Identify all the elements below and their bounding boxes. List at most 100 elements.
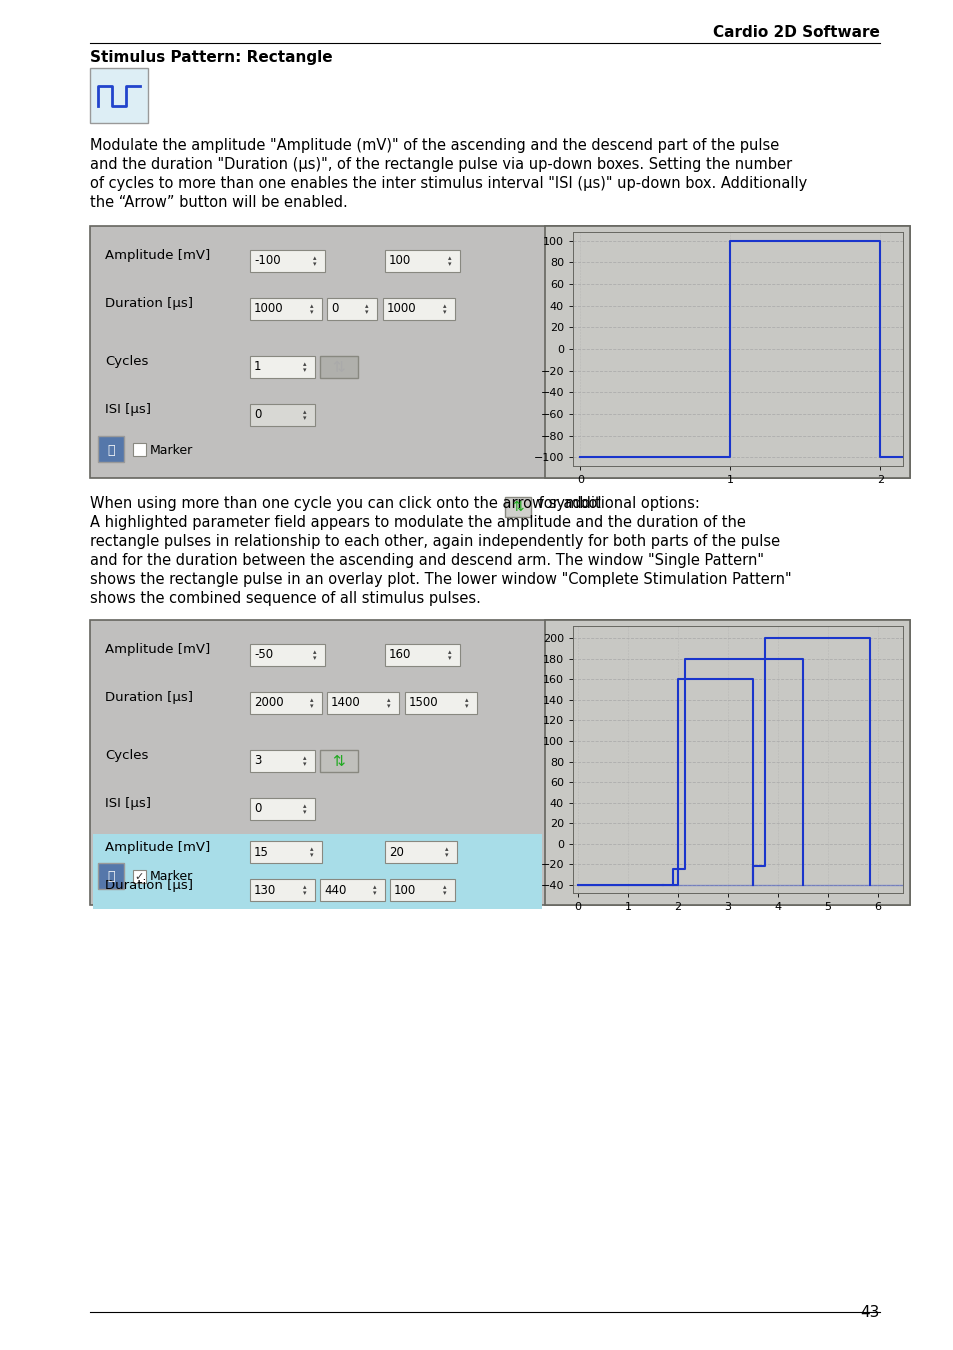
Text: 💾: 💾 [107,871,114,883]
Text: shows the combined sequence of all stimulus pulses.: shows the combined sequence of all stimu… [90,591,480,606]
Text: rectangle pulses in relationship to each other, again independently for both par: rectangle pulses in relationship to each… [90,535,780,549]
Text: ▾: ▾ [448,655,452,662]
Bar [250,798,314,819]
Bar [250,751,314,772]
Text: the “Arrow” button will be enabled.: the “Arrow” button will be enabled. [90,194,348,211]
Text: Stimulus Pattern: Rectangle: Stimulus Pattern: Rectangle [90,50,333,65]
Text: ▴: ▴ [310,302,314,309]
Text: Duration [μs]: Duration [μs] [105,297,193,310]
Text: 100: 100 [394,883,416,896]
Bar [90,68,148,123]
Text: Amplitude [mV]: Amplitude [mV] [105,644,210,656]
Bar [250,644,325,666]
Text: Cycles: Cycles [105,355,149,369]
Text: Marker: Marker [150,871,193,883]
Text: of cycles to more than one enables the inter stimulus interval "ISI (μs)" up-dow: of cycles to more than one enables the i… [90,176,806,190]
Text: ▴: ▴ [313,255,316,261]
Bar [250,250,325,271]
Text: ▾: ▾ [313,261,316,267]
Bar [98,436,124,462]
Text: ⇅: ⇅ [333,359,345,374]
Bar [250,693,322,714]
Text: 💾: 💾 [107,444,114,456]
Text: ISI [μs]: ISI [μs] [105,404,151,417]
Text: ▾: ▾ [303,890,307,896]
Bar [132,869,146,883]
Text: 160: 160 [389,648,411,662]
Text: ▾: ▾ [313,655,316,662]
Text: Duration [μs]: Duration [μs] [105,691,193,705]
Text: 1000: 1000 [387,302,416,316]
Bar [250,298,322,320]
Text: 43: 43 [860,1305,879,1320]
Text: ▾: ▾ [310,703,314,709]
Text: ▴: ▴ [313,649,316,655]
Bar [98,863,124,890]
Bar [250,841,322,863]
Bar [90,225,909,478]
Text: ▴: ▴ [303,755,307,761]
Text: A highlighted parameter field appears to modulate the amplitude and the duration: A highlighted parameter field appears to… [90,514,745,531]
Text: 20: 20 [389,845,403,859]
Text: 2000: 2000 [253,697,283,710]
Text: 15: 15 [253,845,269,859]
Text: ▴: ▴ [448,649,452,655]
Text: ▾: ▾ [443,890,446,896]
Text: ▴: ▴ [303,409,307,414]
Text: ▾: ▾ [448,261,452,267]
Text: ⇅: ⇅ [333,753,345,768]
Text: When using more than one cycle you can click onto the arrow symbol: When using more than one cycle you can c… [90,495,605,512]
Text: ▾: ▾ [373,890,376,896]
Bar [250,404,314,427]
Bar [327,693,398,714]
Text: 0: 0 [253,802,261,815]
Text: ▴: ▴ [365,302,369,309]
Text: ▴: ▴ [465,697,468,703]
Text: 100: 100 [389,255,411,267]
Text: 440: 440 [324,883,346,896]
Text: ▴: ▴ [310,846,314,852]
Text: 1500: 1500 [409,697,438,710]
Text: ▾: ▾ [310,852,314,859]
Text: 130: 130 [253,883,276,896]
Text: ▴: ▴ [387,697,391,703]
Bar [319,356,357,378]
Text: -50: -50 [253,648,273,662]
Text: 1: 1 [253,360,261,374]
Text: ▾: ▾ [387,703,391,709]
Text: Amplitude [mV]: Amplitude [mV] [105,250,210,262]
Text: ✓: ✓ [134,872,144,882]
Text: ▾: ▾ [303,414,307,421]
Text: Marker: Marker [150,444,193,456]
Bar [327,298,376,320]
Text: ▾: ▾ [445,852,448,859]
Bar [505,497,531,517]
Bar [390,879,455,900]
Text: ▾: ▾ [303,761,307,767]
Text: ISI [μs]: ISI [μs] [105,798,151,810]
Text: Modulate the amplitude "Amplitude (mV)" of the ascending and the descend part of: Modulate the amplitude "Amplitude (mV)" … [90,138,779,153]
Text: Duration [μs]: Duration [μs] [105,879,193,891]
Text: ▾: ▾ [365,309,369,315]
Text: 1000: 1000 [253,302,283,316]
Text: 0: 0 [331,302,338,316]
Bar [90,620,909,904]
Bar [544,620,909,904]
Text: -100: -100 [253,255,280,267]
Text: ▴: ▴ [303,360,307,367]
Text: and for the duration between the ascending and descend arm. The window "Single P: and for the duration between the ascendi… [90,554,763,568]
Bar [385,250,459,271]
Text: 0: 0 [253,409,261,421]
Text: ▾: ▾ [465,703,468,709]
Text: ⇅: ⇅ [512,500,523,514]
Text: ▾: ▾ [443,309,446,315]
Bar [319,879,385,900]
Bar [132,443,146,456]
Text: ▴: ▴ [443,302,446,309]
Text: ▴: ▴ [448,255,452,261]
Bar [250,879,314,900]
Bar [250,356,314,378]
Bar [382,298,455,320]
Text: shows the rectangle pulse in an overlay plot. The lower window "Complete Stimula: shows the rectangle pulse in an overlay … [90,572,791,587]
Text: 1400: 1400 [331,697,360,710]
